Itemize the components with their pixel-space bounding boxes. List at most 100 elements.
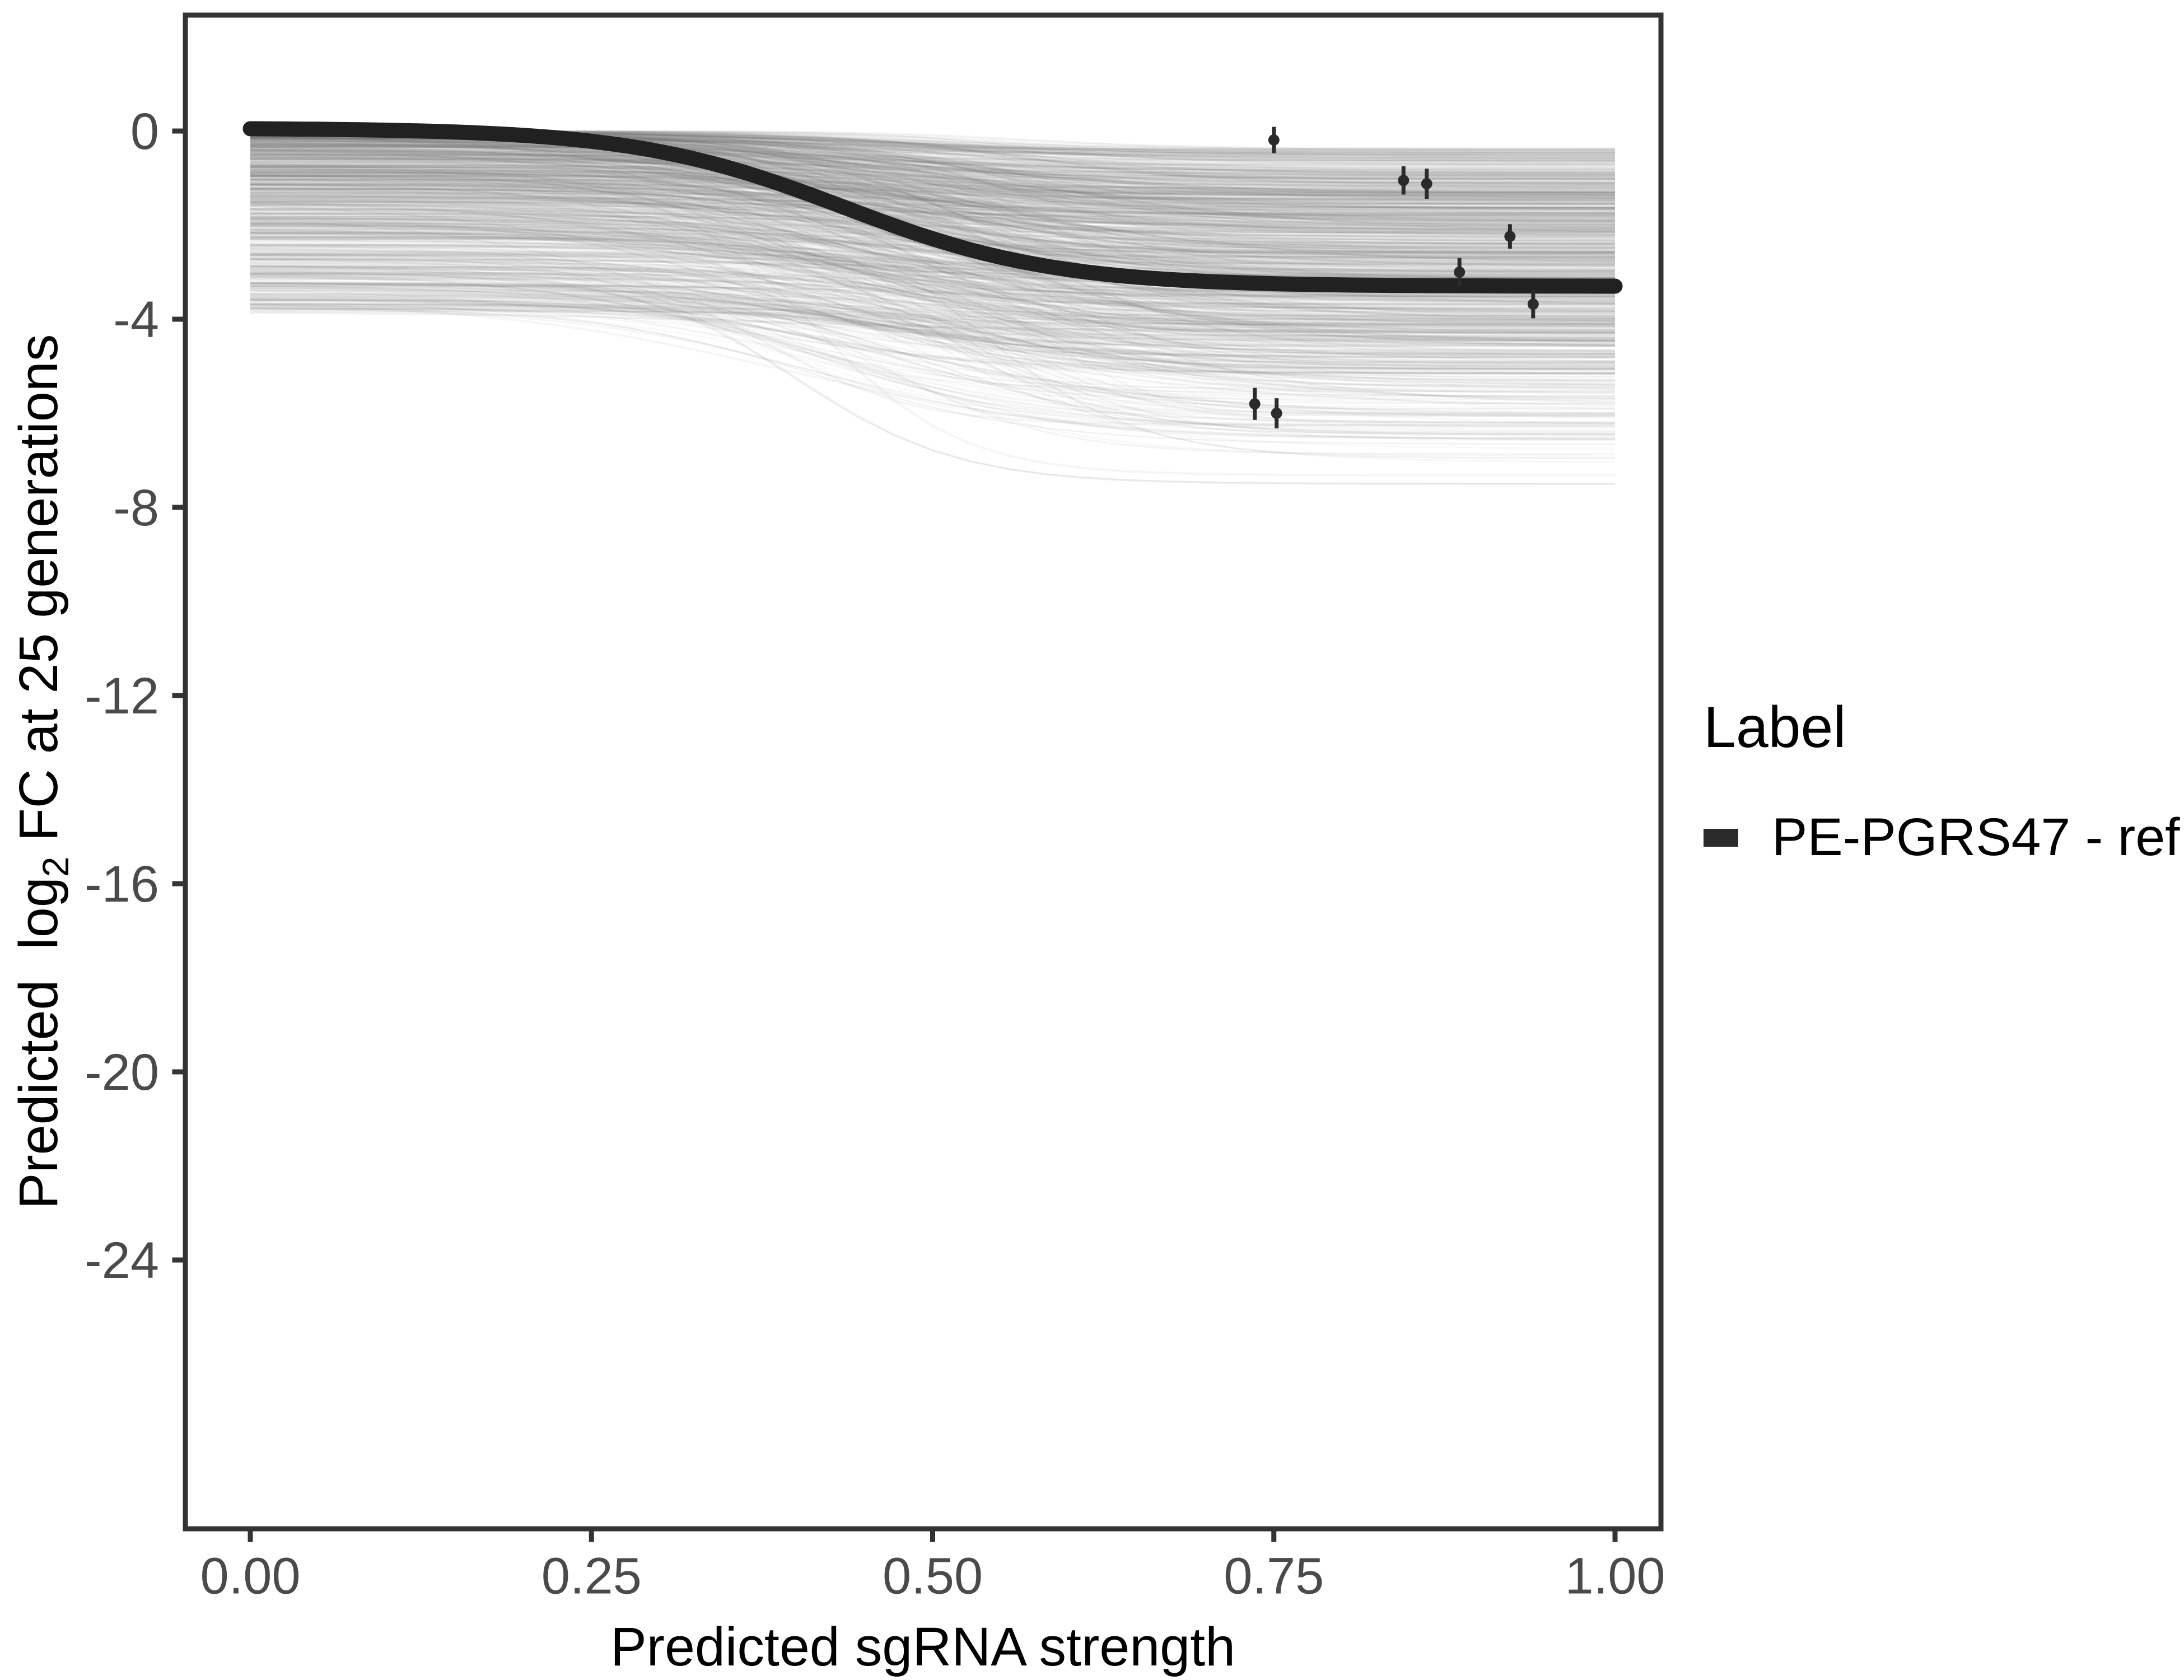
posterior-curve [250, 225, 1616, 322]
posterior-curve [250, 253, 1616, 370]
y-tick-label: -8 [113, 479, 159, 536]
posterior-curve [250, 149, 1616, 246]
posterior-curve [250, 150, 1616, 232]
posterior-curve [250, 183, 1615, 316]
posterior-curve [250, 302, 1615, 323]
posterior-curve [250, 213, 1616, 340]
posterior-curve [250, 169, 1616, 255]
posterior-curve [250, 262, 1616, 410]
posterior-curve [250, 160, 1616, 209]
posterior-curve [250, 179, 1616, 235]
posterior-curve [250, 253, 1615, 276]
posterior-curve [250, 182, 1615, 233]
posterior-curve [250, 199, 1615, 320]
posterior-curve [250, 156, 1615, 273]
posterior-curve [250, 302, 1616, 441]
posterior-curve [250, 295, 1615, 416]
posterior-curve [250, 236, 1616, 393]
posterior-curve [250, 203, 1616, 242]
posterior-curve [250, 243, 1615, 366]
posterior-curve [250, 281, 1615, 414]
y-axis-title-suffix: FC at 25 generations [7, 334, 69, 857]
posterior-curve [250, 178, 1616, 253]
posterior-curve [250, 143, 1616, 189]
posterior-curve [250, 232, 1616, 336]
posterior-curve [250, 258, 1616, 279]
posterior-curve [250, 274, 1616, 364]
posterior-curve [250, 182, 1616, 220]
posterior-curve [250, 258, 1615, 276]
posterior-curve [250, 296, 1615, 375]
legend-item-label: PE-PGRS47 - ref [1772, 808, 2180, 867]
posterior-curve [250, 178, 1616, 230]
posterior-curve [250, 219, 1616, 432]
posterior-curve [250, 175, 1615, 198]
posterior-curve [250, 266, 1615, 371]
posterior-curve [250, 165, 1616, 458]
posterior-curve [250, 190, 1616, 209]
posterior-curve [250, 293, 1616, 353]
posterior-curve [250, 218, 1615, 259]
posterior-curve [250, 287, 1615, 375]
posterior-curve [250, 189, 1615, 259]
posterior-curve [250, 172, 1615, 192]
posterior-curve [250, 175, 1615, 247]
posterior-curve [250, 171, 1616, 237]
posterior-curve [250, 175, 1615, 197]
posterior-curve [250, 147, 1615, 206]
posterior-curve [250, 270, 1616, 427]
data-point [1421, 178, 1432, 190]
posterior-curve [250, 139, 1616, 213]
posterior-curve [250, 173, 1615, 200]
x-axis-title: Predicted sgRNA strength [610, 1616, 1236, 1677]
posterior-curve [250, 293, 1615, 342]
posterior-curve [250, 139, 1615, 232]
posterior-curve [250, 167, 1616, 234]
posterior-curve [250, 142, 1616, 202]
legend-key-swatch [1704, 828, 1738, 847]
posterior-curve [250, 297, 1616, 393]
posterior-curve [250, 175, 1615, 199]
posterior-curve [250, 166, 1616, 197]
posterior-curve [250, 206, 1615, 226]
posterior-curve [250, 222, 1615, 334]
posterior-curve [250, 237, 1615, 342]
posterior-curve [250, 254, 1615, 346]
posterior-curve [250, 167, 1615, 192]
posterior-curve [250, 257, 1616, 370]
posterior-curve [250, 168, 1615, 221]
posterior-curve [250, 205, 1615, 239]
posterior-curve [250, 205, 1616, 353]
posterior-curve [250, 304, 1615, 338]
posterior-curve [250, 225, 1615, 277]
posterior-curve [250, 292, 1615, 437]
posterior-curve [250, 151, 1616, 227]
posterior-curve [250, 209, 1615, 316]
posterior-curve [250, 178, 1616, 240]
posterior-curve [250, 309, 1616, 334]
posterior-curve [250, 144, 1616, 295]
posterior-curve [250, 216, 1616, 366]
fitted-curve [242, 121, 1623, 294]
posterior-curve [250, 148, 1615, 203]
y-tick-label: -24 [85, 1232, 159, 1289]
posterior-curve [250, 306, 1616, 334]
posterior-curve [250, 197, 1615, 216]
posterior-curve [250, 148, 1616, 270]
posterior-curve [250, 162, 1615, 180]
posterior-curve [250, 305, 1615, 325]
posterior-curve [250, 149, 1615, 216]
posterior-curve [250, 293, 1615, 455]
posterior-curve [250, 297, 1615, 329]
posterior-curve [250, 158, 1615, 180]
posterior-curve [250, 138, 1616, 188]
posterior-curve [250, 244, 1616, 385]
posterior-curve [250, 238, 1616, 323]
posterior-curve [250, 146, 1615, 201]
posterior-curve [250, 151, 1616, 223]
posterior-curve [250, 145, 1616, 204]
posterior-curve [250, 151, 1616, 193]
posterior-curve [250, 224, 1615, 272]
posterior-curve [250, 299, 1615, 356]
